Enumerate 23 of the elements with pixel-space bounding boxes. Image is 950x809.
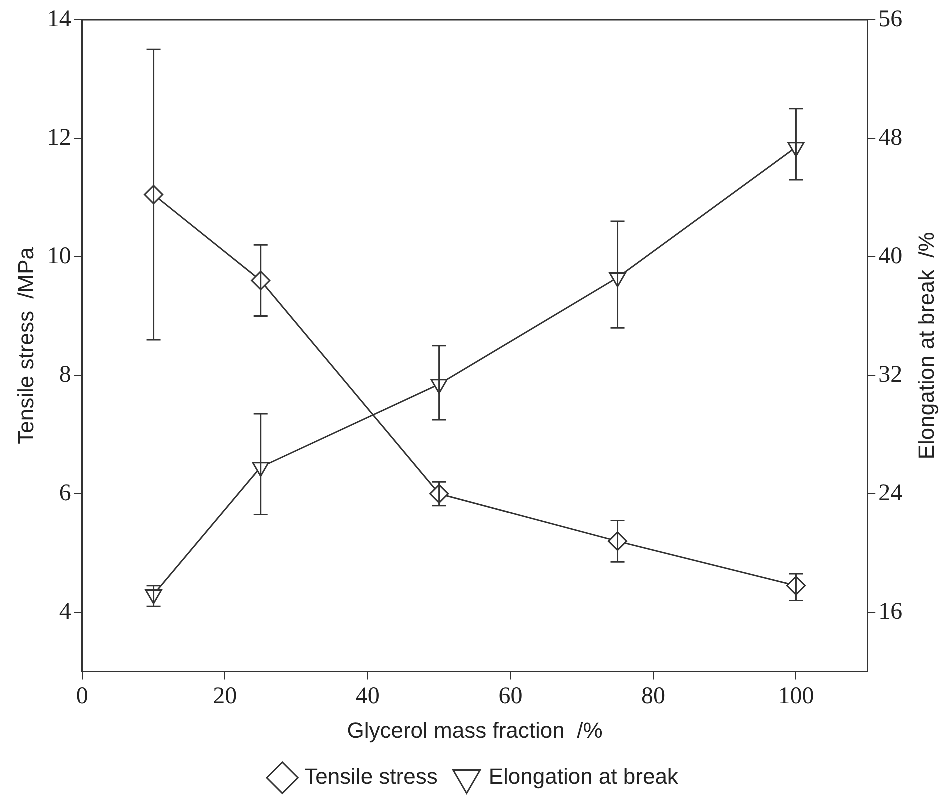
x-tick-label: 60 [498,683,523,710]
legend-label: Elongation at break [488,764,680,790]
y-axis-title: Tensile stress /MPa [13,246,38,444]
y2-tick-label: 40 [878,243,903,270]
y2-tick-label: 32 [878,362,903,388]
y-tick-label: 6 [59,480,72,506]
y2-tick-label: 24 [878,480,903,506]
y-tick-label: 12 [47,124,72,151]
x-tick-label: 20 [213,683,238,710]
y-tick-label: 4 [59,598,72,625]
legend-label: Tensile stress [304,764,438,790]
x-tick-label: 80 [641,683,666,710]
y-tick-label: 8 [59,362,72,388]
x-tick-label: 0 [76,683,88,710]
y2-tick-label: 48 [878,124,903,151]
x-axis-title: Glycerol mass fraction /% [347,718,603,743]
y2-axis-title: Elongation at break /% [914,232,940,460]
x-tick-label: 100 [778,683,814,710]
y-tick-label: 10 [47,243,72,270]
y2-tick-label: 56 [878,6,903,32]
x-tick-label: 40 [356,683,380,710]
y2-tick-label: 16 [878,598,903,625]
y-tick-label: 14 [47,6,72,32]
